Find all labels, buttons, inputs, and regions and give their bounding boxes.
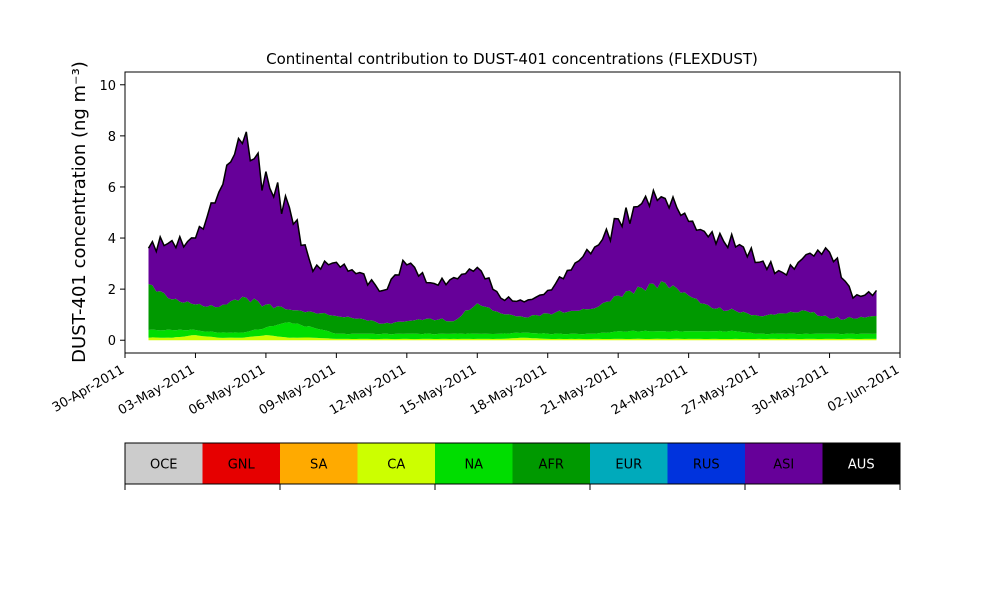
legend-swatch-aus (822, 443, 900, 484)
legend-label-rus: RUS (693, 458, 720, 473)
legend-swatch-oce (125, 443, 203, 484)
legend-label-na: NA (464, 458, 483, 473)
y-tick-label: 2 (108, 283, 116, 298)
y-tick-label: 10 (99, 79, 116, 94)
chart-title: Continental contribution to DUST-401 con… (266, 50, 758, 68)
x-tick-label: 24-May-2011 (609, 362, 691, 418)
legend-frame (124, 442, 901, 485)
x-tick-label: 09-May-2011 (257, 362, 339, 418)
legend-swatch-afr (512, 443, 590, 484)
legend-label-eur: EUR (615, 458, 642, 473)
legend-label-oce: OCE (150, 458, 178, 473)
y-tick-label: 6 (108, 181, 116, 196)
legend-label-afr: AFR (539, 458, 564, 473)
plot-area (124, 71, 901, 354)
legend-swatch-na (435, 443, 513, 484)
legend-swatch-sa (280, 443, 358, 484)
x-tick-label: 30-May-2011 (750, 362, 832, 418)
legend-label-gnl: GNL (228, 458, 256, 473)
x-axis: 30-Apr-201103-May-201106-May-201109-May-… (50, 353, 902, 418)
area-ca (148, 335, 877, 341)
y-tick-label: 4 (108, 232, 116, 247)
area-afr (148, 281, 877, 335)
area-na (148, 322, 877, 340)
x-tick-label: 03-May-2011 (116, 362, 198, 418)
x-tick-label: 15-May-2011 (398, 362, 480, 418)
legend-label-aus: AUS (848, 458, 875, 473)
legend-label-sa: SA (310, 458, 327, 473)
legend-swatch-eur (590, 443, 668, 484)
legend-label-ca: CA (387, 458, 405, 473)
total-line (147, 131, 878, 303)
legend-swatch-asi (745, 443, 823, 484)
x-tick-label: 30-Apr-2011 (50, 362, 127, 415)
plot-frame (124, 71, 901, 354)
y-tick-label: 8 (108, 130, 116, 145)
x-tick-label: 21-May-2011 (539, 362, 621, 418)
x-tick-label: 12-May-2011 (327, 362, 409, 418)
x-tick-label: 18-May-2011 (468, 362, 550, 418)
area-asi (148, 131, 877, 324)
y-axis: 0 2 4 6 8 10 (99, 79, 125, 349)
legend-swatch-rus (667, 443, 745, 484)
legend: OCE GNL SA CA NA AFR EUR RUS ASI AUS (124, 442, 901, 490)
legend-label-asi: ASI (773, 458, 794, 473)
x-tick-label: 06-May-2011 (186, 362, 268, 418)
y-tick-label: 0 (108, 334, 116, 349)
x-tick-label: 02-Jun-2011 (825, 362, 902, 415)
y-axis-label: DUST-401 concentration (ng m⁻³) (69, 61, 90, 363)
x-tick-label: 27-May-2011 (679, 362, 761, 418)
legend-swatch-gnl (202, 443, 280, 484)
legend-swatch-ca (357, 443, 435, 484)
